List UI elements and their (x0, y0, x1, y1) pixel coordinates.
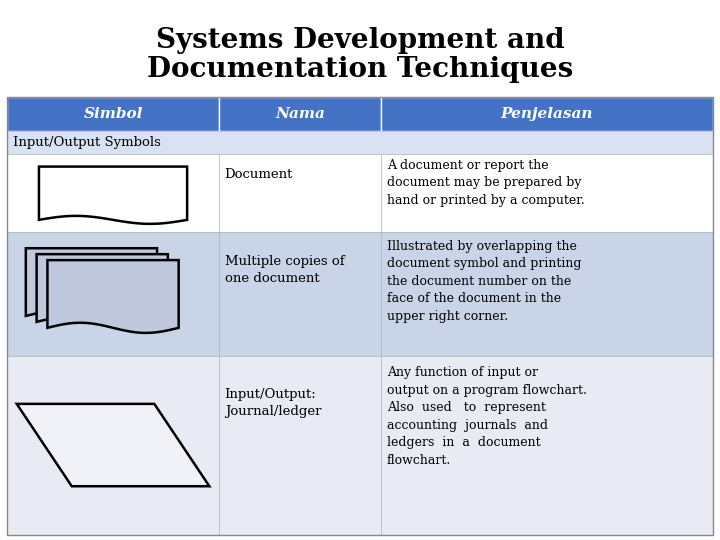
Text: Multiple copies of
one document: Multiple copies of one document (225, 254, 344, 285)
Bar (381, 232, 713, 355)
Text: Simbol: Simbol (84, 107, 143, 121)
Bar (7, 232, 219, 355)
Text: Documentation Techniques: Documentation Techniques (147, 56, 573, 83)
Bar (219, 97, 381, 131)
Text: Illustrated by overlapping the
document symbol and printing
the document number : Illustrated by overlapping the document … (387, 240, 582, 323)
Text: Systems Development and: Systems Development and (156, 27, 564, 54)
Polygon shape (37, 254, 168, 327)
Text: Document: Document (225, 168, 293, 181)
Bar (219, 154, 381, 232)
Text: Input/Output Symbols: Input/Output Symbols (13, 136, 161, 149)
Text: Nama: Nama (275, 107, 325, 121)
Bar (381, 355, 713, 535)
Bar (219, 232, 381, 355)
Bar (7, 154, 219, 232)
Text: Input/Output:
Journal/ledger: Input/Output: Journal/ledger (225, 388, 321, 418)
Text: Penjelasan: Penjelasan (500, 107, 593, 121)
Bar (219, 355, 381, 535)
Polygon shape (17, 404, 210, 486)
Bar (7, 131, 713, 154)
Bar (381, 97, 713, 131)
Text: A document or report the
document may be prepared by
hand or printed by a comput: A document or report the document may be… (387, 159, 585, 207)
Polygon shape (39, 167, 187, 224)
Bar (7, 97, 713, 535)
Text: Any function of input or
output on a program flowchart.
Also  used   to  represe: Any function of input or output on a pro… (387, 366, 587, 467)
Polygon shape (26, 248, 157, 321)
Polygon shape (48, 260, 179, 333)
Bar (381, 154, 713, 232)
Bar (7, 97, 219, 131)
Bar (7, 355, 219, 535)
